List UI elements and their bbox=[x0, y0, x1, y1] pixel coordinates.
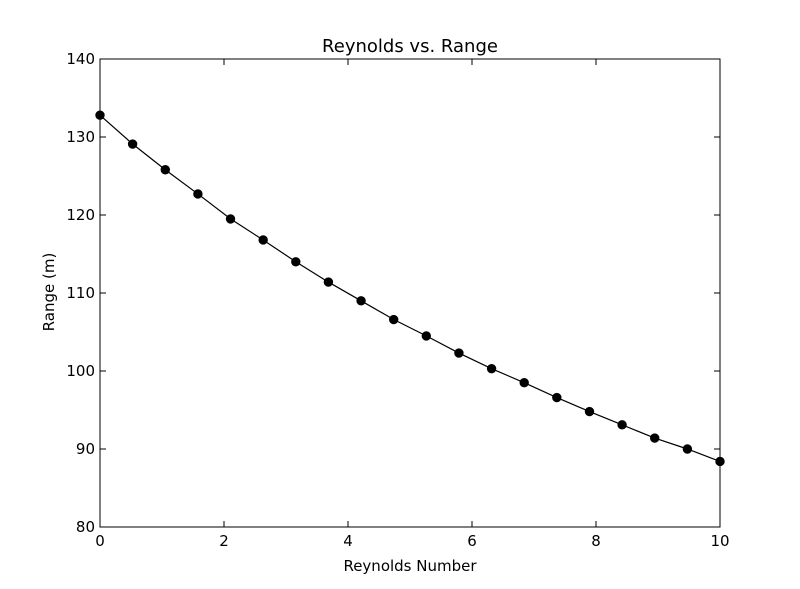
data-point bbox=[193, 189, 203, 199]
x-tick-label: 8 bbox=[591, 532, 601, 550]
data-point bbox=[258, 235, 268, 245]
plot-area: 0 2 4 6 8 10 80 90 100 110 120 130 140 bbox=[66, 50, 729, 550]
data-point bbox=[519, 378, 529, 388]
y-tick-label: 80 bbox=[76, 518, 95, 536]
x-axis-label: Reynolds Number bbox=[343, 557, 477, 575]
y-axis-label: Range (m) bbox=[40, 253, 58, 332]
y-tick-label: 130 bbox=[66, 128, 95, 146]
x-tick-label: 10 bbox=[710, 532, 729, 550]
data-point bbox=[682, 444, 693, 454]
data-point bbox=[323, 277, 334, 287]
data-point bbox=[584, 406, 595, 417]
data-point bbox=[127, 139, 138, 149]
y-tick-label: 90 bbox=[76, 440, 95, 458]
chart-title: Reynolds vs. Range bbox=[322, 36, 498, 57]
data-point bbox=[617, 420, 627, 430]
data-point bbox=[552, 392, 562, 403]
y-tick-label: 120 bbox=[66, 206, 95, 224]
data-point bbox=[650, 433, 660, 443]
y-tick-label: 100 bbox=[66, 362, 95, 380]
data-point bbox=[421, 331, 432, 341]
data-point bbox=[486, 363, 497, 374]
data-point bbox=[356, 296, 366, 306]
x-tick-label: 0 bbox=[95, 532, 105, 550]
data-point bbox=[715, 456, 725, 467]
data-point bbox=[225, 214, 236, 224]
data-point bbox=[95, 110, 105, 120]
data-point bbox=[454, 348, 464, 358]
x-tick-label: 4 bbox=[343, 532, 353, 550]
y-tick-label: 110 bbox=[66, 284, 95, 302]
x-tick-label: 2 bbox=[219, 532, 229, 550]
series-line bbox=[99, 114, 721, 463]
data-point bbox=[160, 165, 170, 175]
data-point bbox=[388, 314, 399, 325]
x-tick-label: 6 bbox=[467, 532, 477, 550]
data-point bbox=[291, 257, 301, 267]
y-tick-label: 140 bbox=[66, 50, 95, 68]
plot-frame bbox=[99, 58, 721, 528]
